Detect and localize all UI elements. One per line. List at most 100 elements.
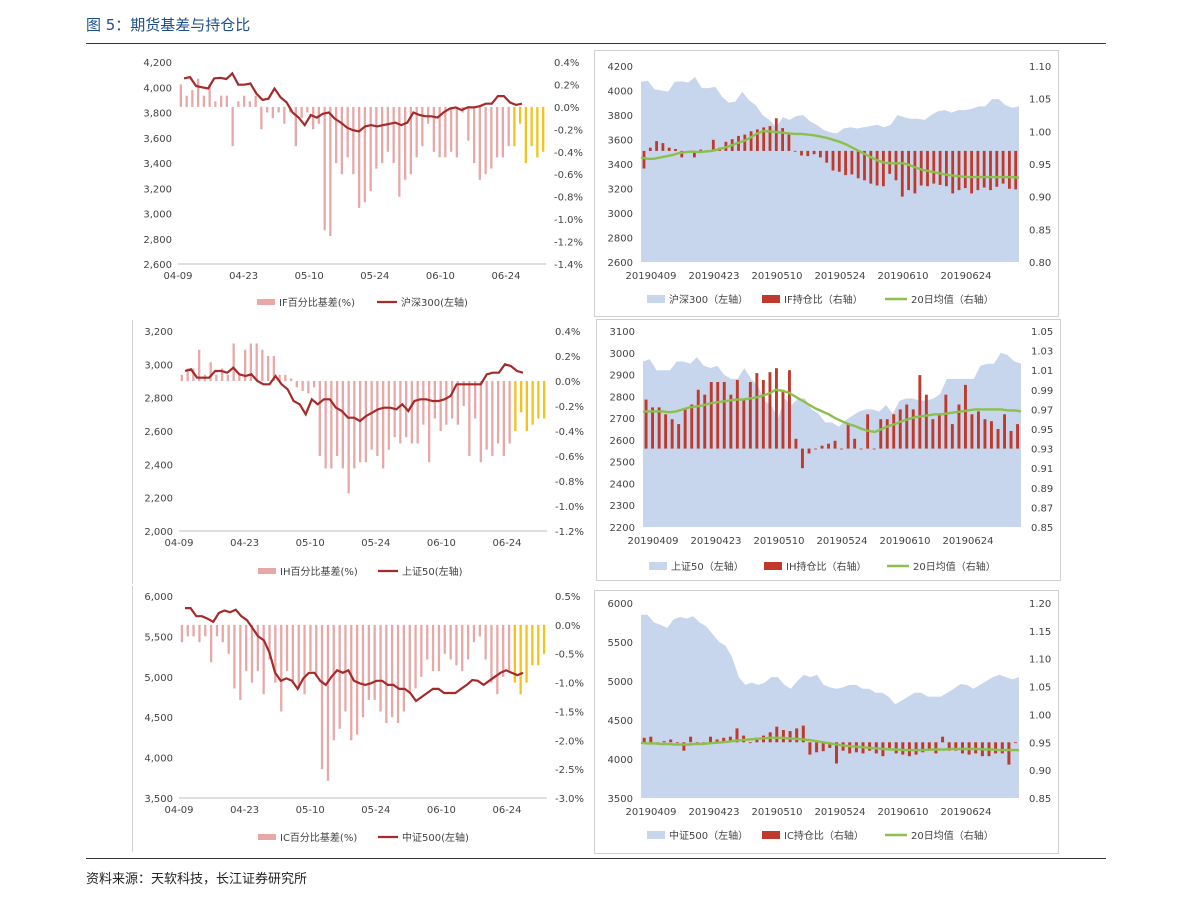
- y-right-tick-label: 1.01: [1031, 366, 1053, 377]
- oi-ratio-bar: [667, 147, 671, 151]
- basis-bar: [347, 381, 350, 494]
- oi-ratio-bar: [859, 448, 863, 450]
- legend-line-label: 20日均值（右轴）: [911, 829, 994, 842]
- basis-bar: [408, 624, 411, 695]
- x-tick-label: 06-10: [426, 271, 455, 282]
- oi-ratio-bar: [989, 150, 992, 191]
- x-tick-label: 20190510: [752, 807, 803, 818]
- oi-ratio-bar: [788, 731, 792, 743]
- ma20-line: [643, 388, 1022, 434]
- basis-bar: [249, 343, 252, 381]
- y-left-tick-label: 2400: [610, 479, 635, 490]
- oi-ratio-bar: [872, 448, 876, 450]
- index-area: [641, 614, 1019, 798]
- oi-ratio-bar: [755, 373, 759, 449]
- basis-bar: [250, 624, 254, 683]
- basis-bar: [451, 381, 454, 419]
- basis-bar: [496, 624, 499, 695]
- basis-bar: [254, 95, 257, 107]
- basis-bar: [513, 106, 516, 147]
- y-right-tick-label: 1.00: [1029, 127, 1051, 138]
- if-basis-chart: 2,600 2,800 3,000 3,200 3,400 3,600 3,800 4,000…: [143, 58, 583, 309]
- y-left-tick-label: 3,000: [143, 210, 172, 221]
- oi-ratio-bar: [794, 438, 798, 449]
- basis-bar: [485, 381, 488, 450]
- figure-title: 图 5：期货基差与持仓比: [86, 16, 251, 34]
- y-right-tick-label: -3.0%: [555, 794, 584, 805]
- oi-ratio-bar: [850, 150, 854, 175]
- oi-ratio-bar: [696, 389, 700, 449]
- x-tick-label: 06-24: [491, 271, 520, 282]
- ih-basis-panel: 2,000 2,200 2,400 2,600 2,800 3,000 3,200 -1.2%…: [132, 320, 593, 584]
- basis-bar: [369, 106, 372, 192]
- y-right-tick-label: 0.97: [1031, 405, 1053, 416]
- basis-bar: [433, 381, 436, 419]
- basis-bar: [320, 624, 324, 770]
- x-tick-label: 06-10: [427, 538, 456, 549]
- basis-bar: [376, 381, 379, 456]
- oi-ratio-bar: [774, 118, 778, 151]
- basis-bar: [332, 624, 335, 741]
- basis-bar: [438, 106, 441, 158]
- oi-ratio-bar: [833, 440, 837, 449]
- oi-ratio-bar: [837, 150, 841, 172]
- oi-ratio-bar: [689, 736, 693, 743]
- basis-bar: [484, 624, 487, 660]
- oi-ratio-bar: [947, 742, 951, 751]
- y-left-tick-label: 2300: [610, 501, 635, 512]
- basis-bar: [467, 624, 470, 660]
- oi-ratio-bar: [885, 419, 889, 449]
- x-tick-label: 20190524: [817, 536, 868, 547]
- oi-ratio-bar: [863, 150, 866, 181]
- basis-bar: [449, 624, 452, 660]
- oi-ratio-bar: [846, 424, 850, 449]
- y-left-tick-label: 4000: [608, 755, 633, 766]
- y-right-tick-label: 0.0%: [555, 377, 580, 388]
- y-left-tick-label: 2500: [610, 458, 635, 469]
- basis-bar: [204, 624, 207, 637]
- oi-ratio-bar: [831, 150, 835, 171]
- basis-bar: [415, 106, 418, 158]
- basis-bar: [202, 95, 205, 107]
- y-right-tick-label: 0.80: [1029, 258, 1051, 269]
- basis-bar: [267, 356, 270, 381]
- oi-ratio-bar: [957, 404, 961, 449]
- y-left-tick-label: 3600: [608, 136, 633, 147]
- basis-bar: [367, 624, 370, 700]
- basis-bar: [215, 624, 219, 637]
- basis-bar: [543, 381, 546, 419]
- basis-bar: [519, 106, 522, 124]
- oi-ratio-bar: [995, 150, 999, 187]
- oi-ratio-bar: [814, 448, 817, 450]
- basis-bar: [353, 381, 356, 469]
- oi-ratio-bar: [728, 736, 732, 743]
- oi-ratio-bar: [888, 742, 891, 748]
- basis-bar: [409, 106, 412, 175]
- oi-ratio-bar: [662, 741, 666, 743]
- basis-bar: [437, 624, 441, 672]
- oi-ratio-bar: [661, 143, 665, 151]
- basis-bar: [192, 624, 195, 637]
- basis-bar: [220, 95, 223, 107]
- y-left-tick-label: 3,600: [143, 134, 172, 145]
- basis-bar: [341, 381, 344, 469]
- y-right-tick-label: -1.2%: [554, 238, 583, 249]
- y-left-tick-label: 2800: [610, 392, 635, 403]
- oi-ratio-bar: [945, 150, 948, 187]
- oi-ratio-bar: [924, 394, 928, 449]
- basis-bar: [294, 106, 297, 147]
- oi-ratio-bar: [664, 414, 668, 449]
- oi-ratio-bar: [996, 429, 1000, 449]
- basis-bar: [260, 106, 263, 130]
- x-tick-label: 20190624: [943, 536, 994, 547]
- oi-ratio-bar: [951, 150, 955, 194]
- y-left-tick-label: 3500: [608, 794, 633, 805]
- oi-ratio-bar: [648, 147, 652, 151]
- oi-ratio-bar: [742, 399, 746, 449]
- oi-ratio-bar: [844, 150, 847, 176]
- oi-ratio-bar: [748, 742, 752, 744]
- y-right-tick-label: -1.2%: [555, 527, 584, 538]
- basis-bar: [243, 95, 246, 107]
- x-tick-label: 04-09: [164, 805, 193, 816]
- oi-ratio-bar: [1014, 742, 1017, 744]
